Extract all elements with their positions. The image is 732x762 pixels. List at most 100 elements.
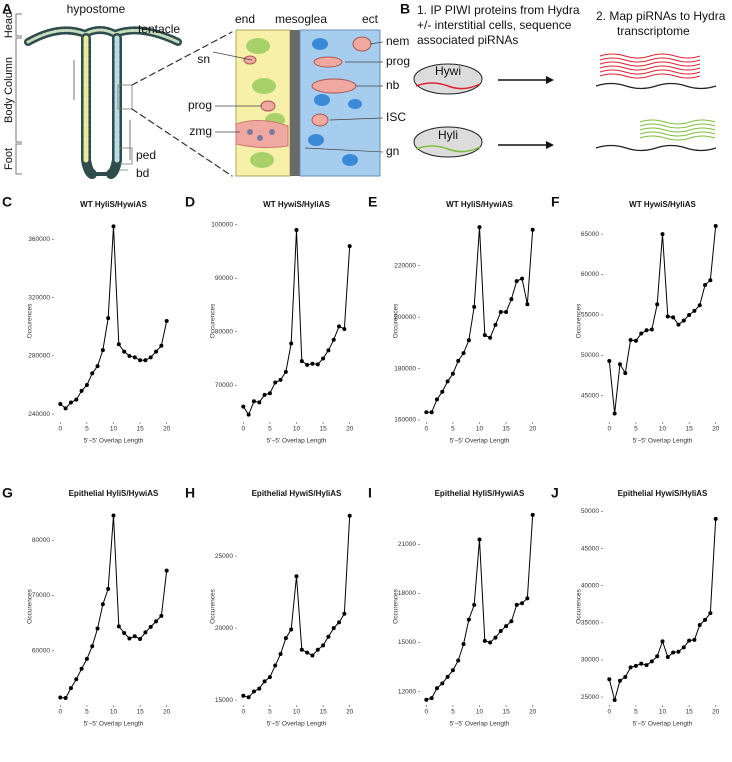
data-point xyxy=(326,634,331,639)
y-tick-label: 320000 xyxy=(28,294,50,301)
data-line xyxy=(243,515,351,698)
data-point xyxy=(347,244,352,249)
data-point xyxy=(74,397,79,402)
data-point xyxy=(440,389,445,394)
data-point xyxy=(692,308,697,313)
chart-panel: D WT HywiS/HyliAS Occurences 5'−5' Overlap … xyxy=(185,194,354,445)
data-point xyxy=(530,512,535,517)
data-point xyxy=(321,356,326,361)
data-point xyxy=(95,364,100,369)
data-point xyxy=(477,225,482,230)
y-axis-label: Occurences xyxy=(27,303,34,338)
data-point xyxy=(644,328,649,333)
data-point xyxy=(429,696,434,701)
data-point xyxy=(68,686,73,691)
data-point xyxy=(337,620,342,625)
chart-title: WT HyliS/HywiAS xyxy=(446,200,513,209)
y-tick-label: 80000 xyxy=(32,537,50,544)
data-point xyxy=(95,626,100,631)
step-text: 1. IP PIWI proteins from Hydra xyxy=(417,3,580,17)
y-tick-label: 30000 xyxy=(581,657,599,664)
data-point xyxy=(697,623,702,628)
y-tick-label: 160000 xyxy=(394,417,416,424)
x-tick-label: 10 xyxy=(110,426,118,433)
protein-label: Hywi xyxy=(435,64,461,78)
chart-panel: J Epithelial HywiS/HyliAS Occurences 5'−5' … xyxy=(551,485,720,728)
data-point xyxy=(257,686,262,691)
tentacle-label: tentacle xyxy=(138,22,180,36)
chart-panel: C WT HyliS/HywiAS Occurences 5'−5' Overlap … xyxy=(2,194,171,445)
data-point xyxy=(132,634,137,639)
y-tick-label: 180000 xyxy=(394,365,416,372)
data-point xyxy=(347,513,352,518)
y-tick-label: 15000 xyxy=(398,639,416,646)
data-point xyxy=(294,228,299,233)
data-point xyxy=(429,410,434,415)
chart-title: Epithelial HywiS/HyliAS xyxy=(618,489,708,498)
data-point xyxy=(154,619,159,624)
data-point xyxy=(504,624,509,629)
data-point xyxy=(676,649,681,654)
y-tick-label: 18000 xyxy=(398,590,416,597)
data-point xyxy=(612,698,617,703)
y-tick-label: 360000 xyxy=(28,236,50,243)
y-tick-label: 15000 xyxy=(215,697,233,704)
data-point xyxy=(655,302,660,307)
y-tick-label: 45000 xyxy=(581,545,599,552)
data-point xyxy=(127,636,132,641)
x-tick-label: 20 xyxy=(529,426,537,433)
data-point xyxy=(697,303,702,308)
data-point xyxy=(461,642,466,647)
data-point xyxy=(337,324,342,329)
data-point xyxy=(273,663,278,668)
hypostome-label: hypostome xyxy=(67,2,126,16)
x-tick-label: 10 xyxy=(110,709,118,716)
data-point xyxy=(665,654,670,659)
data-point xyxy=(493,322,498,327)
data-point xyxy=(164,568,169,573)
panel-letter: D xyxy=(185,194,195,210)
panel-letter: E xyxy=(368,194,377,210)
region-label: Head xyxy=(3,12,15,38)
data-point xyxy=(68,400,73,405)
data-point xyxy=(305,362,310,367)
data-point xyxy=(278,377,283,382)
data-point xyxy=(326,348,331,353)
x-tick-label: 20 xyxy=(346,426,354,433)
tissue-section xyxy=(212,29,384,177)
data-point xyxy=(472,602,477,607)
data-point xyxy=(633,663,638,668)
panel-b-diagram xyxy=(413,53,717,158)
step-text: 2. Map piRNAs to Hydra xyxy=(596,9,726,23)
data-point xyxy=(514,602,519,607)
cell-label: zmg xyxy=(189,124,212,138)
data-point xyxy=(159,343,164,348)
data-point xyxy=(278,652,283,657)
x-axis-label: 5'−5' Overlap Length xyxy=(450,438,510,445)
x-tick-label: 15 xyxy=(319,426,327,433)
data-point xyxy=(79,388,84,393)
y-tick-label: 12000 xyxy=(398,688,416,695)
data-point xyxy=(504,310,509,314)
data-point xyxy=(246,412,251,417)
data-point xyxy=(461,351,466,356)
x-tick-label: 20 xyxy=(163,709,171,716)
cell-label: nb xyxy=(386,78,400,92)
step-text: transcriptome xyxy=(617,24,690,38)
y-tick-label: 35000 xyxy=(581,620,599,627)
data-point xyxy=(299,359,304,364)
y-axis-label: Occurences xyxy=(210,588,217,623)
data-point xyxy=(143,630,148,635)
data-point xyxy=(530,227,535,232)
x-tick-label: 0 xyxy=(608,709,612,716)
data-point xyxy=(450,668,455,673)
step-text: associated piRNAs xyxy=(417,33,518,47)
data-point xyxy=(321,643,326,648)
data-point xyxy=(488,640,493,645)
data-point xyxy=(713,224,718,229)
y-tick-label: 280000 xyxy=(28,353,50,360)
x-axis-label: 5'−5' Overlap Length xyxy=(633,438,693,445)
data-point xyxy=(639,331,644,336)
y-axis-label: Occurences xyxy=(576,303,583,338)
data-point xyxy=(111,224,116,229)
